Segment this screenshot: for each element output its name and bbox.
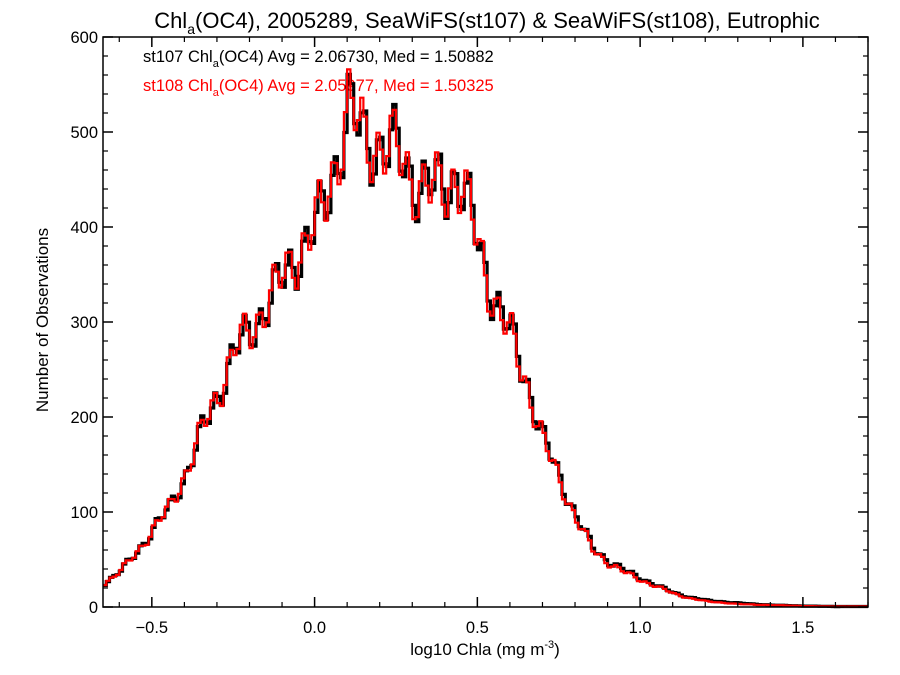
y-tick-label-2: 200: [70, 409, 98, 427]
y-tick-label-5: 500: [70, 124, 98, 142]
y-tick-label-1: 100: [70, 504, 98, 522]
x-axis-label-text: log10 Chla (mg m: [410, 640, 544, 659]
chart-title-rest: (OC4), 2005289, SeaWiFS(st107) & SeaWiFS…: [195, 8, 820, 33]
legend-entry-st107: st107 Chla(OC4) Avg = 2.06730, Med = 1.5…: [143, 48, 494, 70]
series-layer: [103, 68, 868, 609]
legend-entry-st108: st108 Chla(OC4) Avg = 2.05977, Med = 1.5…: [143, 77, 494, 99]
y-axis-label: Number of Observations: [33, 228, 52, 412]
x-tick-label-0: −0.5: [136, 619, 169, 637]
x-tick-label-2: 0.5: [466, 619, 489, 637]
x-tick-label-4: 1.5: [791, 619, 814, 637]
plot-frame: [102, 36, 869, 608]
chart-title-prefix: Chl: [154, 8, 187, 33]
x-tick-label-1: 0.0: [303, 619, 326, 637]
x-tick-label-3: 1.0: [629, 619, 652, 637]
x-axis-label-suffix: ): [554, 640, 560, 659]
y-tick-label-4: 400: [70, 219, 98, 237]
series-line-st108: [103, 68, 868, 608]
chart-title: Chla(OC4), 2005289, SeaWiFS(st107) & Sea…: [154, 8, 820, 37]
y-tick-label-0: 0: [89, 599, 98, 617]
x-axis-label-superscript: -3: [544, 639, 554, 651]
tick-layer: −0.5 0.0 0.5 1.0 1.5 0 100 200 300 400 500 600: [70, 29, 869, 637]
y-tick-label-6: 600: [70, 29, 98, 47]
y-tick-label-3: 300: [70, 314, 98, 332]
x-axis-label: log10 Chla (mg m-3): [410, 639, 560, 659]
chart-title-subscript: a: [187, 21, 195, 37]
